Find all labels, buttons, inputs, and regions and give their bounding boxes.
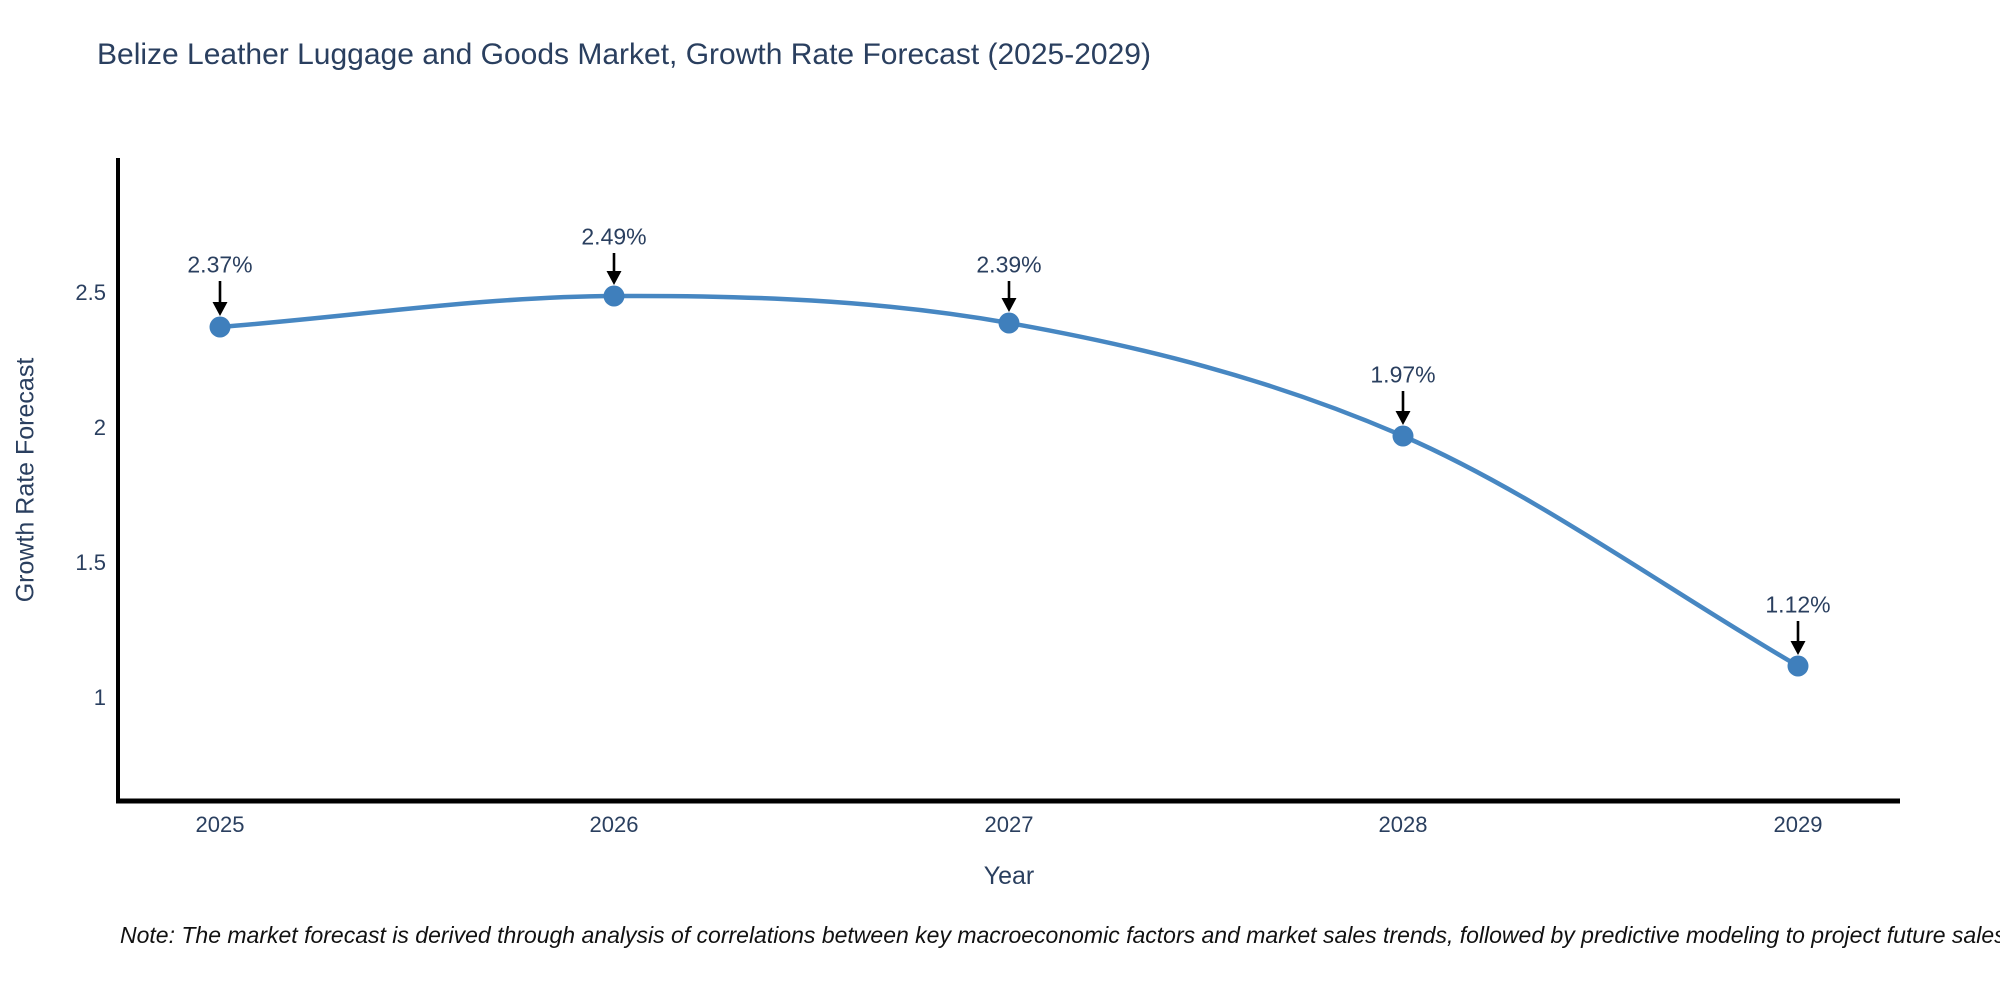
x-tick-2028: 2028: [1378, 812, 1428, 837]
point-label-2029: 1.12%: [1765, 591, 1831, 618]
y-tick-2: 2: [93, 415, 106, 440]
x-tick-2029: 2029: [1773, 812, 1823, 837]
data-point-2027: [998, 312, 1020, 334]
point-label-2028: 1.97%: [1370, 361, 1436, 388]
annotation-arrow-2026: [606, 253, 622, 285]
x-tick-2025: 2025: [195, 812, 245, 837]
point-label-2026: 2.49%: [581, 223, 647, 250]
x-tick-2027: 2027: [984, 812, 1034, 837]
annotation-arrow-2029: [1790, 621, 1806, 655]
annotation-arrow-2027: [1001, 281, 1017, 312]
forecast-line: [217, 293, 1801, 669]
annotation-arrow-2025: [212, 281, 228, 316]
y-axis-title: Growth Rate Forecast: [11, 357, 40, 603]
x-tick-2026: 2026: [589, 812, 639, 837]
data-point-2029: [1787, 655, 1809, 677]
y-tick-1-5: 1.5: [75, 550, 106, 575]
annotation-arrow-2028: [1395, 391, 1411, 425]
y-tick-2-5: 2.5: [75, 280, 106, 305]
chart-title: Belize Leather Luggage and Goods Market,…: [97, 38, 1151, 71]
data-point-2026: [603, 285, 625, 307]
x-axis-title: Year: [983, 862, 1035, 890]
footnote: Note: The market forecast is derived thr…: [120, 922, 2000, 948]
data-point-2025: [209, 316, 231, 338]
y-tick-1: 1: [93, 685, 106, 710]
data-point-2028: [1392, 425, 1414, 447]
point-label-2027: 2.39%: [976, 251, 1042, 278]
point-label-2025: 2.37%: [187, 251, 253, 278]
